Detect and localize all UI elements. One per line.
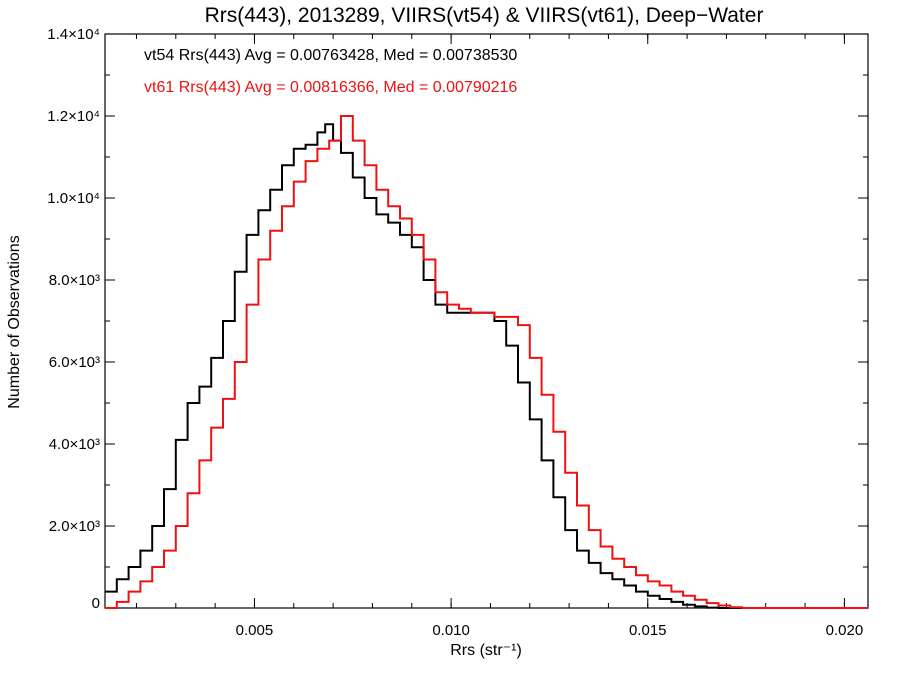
y-tick-label: 4.0×10³ [49, 436, 100, 453]
y-axis-label: Number of Observations [6, 235, 23, 408]
chart-title: Rrs(443), 2013289, VIIRS(vt54) & VIIRS(v… [205, 4, 764, 27]
y-tick-label: 1.0×10⁴ [47, 190, 100, 207]
x-tick-label: 0.015 [629, 622, 667, 639]
annotation-vt54: vt54 Rrs(443) Avg = 0.00763428, Med = 0.… [144, 47, 517, 64]
y-tick-label: 8.0×10³ [49, 272, 100, 289]
y-tick-label: 1.2×10⁴ [47, 108, 100, 125]
annotation-vt61: vt61 Rrs(443) Avg = 0.00816366, Med = 0.… [144, 79, 517, 96]
x-tick-label: 0.020 [826, 622, 864, 639]
y-tick-label: 1.4×10⁴ [47, 26, 100, 43]
y-tick-label: 6.0×10³ [49, 354, 100, 371]
x-tick-label: 0.005 [236, 622, 274, 639]
y-tick-label: 2.0×10³ [49, 518, 100, 535]
series-line-vt61 [105, 115, 868, 609]
x-axis-label: Rrs (str⁻¹) [450, 642, 522, 659]
x-tick-label: 0.010 [432, 622, 470, 639]
y-tick-label: 0 [92, 595, 100, 612]
series-line-vt54 [105, 123, 868, 609]
plot-frame [104, 33, 869, 609]
